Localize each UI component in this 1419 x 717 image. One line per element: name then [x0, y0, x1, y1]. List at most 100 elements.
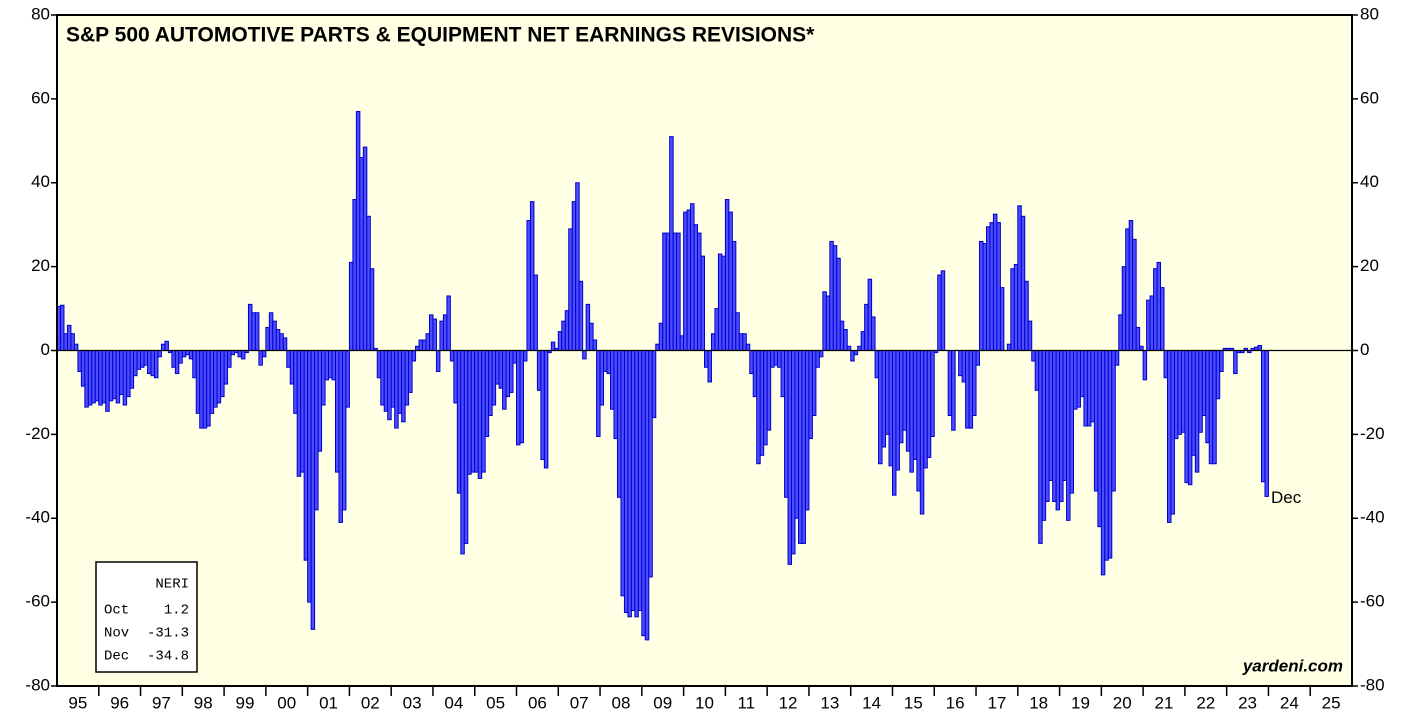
summary-month: Nov — [104, 626, 129, 642]
bar — [717, 253, 723, 351]
bar — [679, 335, 685, 351]
bar — [404, 350, 410, 406]
x-tick-label: 23 — [1238, 693, 1257, 712]
bar — [815, 350, 820, 368]
bar — [839, 320, 845, 351]
bar — [115, 350, 121, 404]
bar — [662, 232, 667, 351]
bar — [307, 350, 312, 603]
bar — [435, 350, 441, 372]
x-tick-label: 99 — [236, 693, 255, 712]
bar — [160, 343, 166, 352]
bar — [728, 211, 733, 351]
bar — [446, 295, 451, 352]
bar — [261, 350, 267, 358]
bar — [1198, 350, 1203, 433]
y2-tick-label: 0 — [1360, 340, 1369, 359]
bar — [693, 224, 699, 351]
bar — [759, 350, 765, 456]
x-tick-label: 00 — [277, 693, 296, 712]
bar — [766, 350, 772, 431]
x-tick-label: 21 — [1155, 693, 1174, 712]
bar — [992, 213, 998, 351]
bar — [1086, 350, 1092, 427]
bar — [909, 350, 914, 473]
bar — [66, 324, 72, 351]
bar — [91, 350, 96, 404]
bar — [961, 350, 967, 383]
y2-tick-label: -80 — [1360, 675, 1385, 694]
x-tick-label: 10 — [695, 693, 714, 712]
bar — [1083, 350, 1088, 427]
bar — [522, 350, 528, 362]
bar — [119, 350, 124, 396]
bar — [985, 226, 991, 351]
x-tick-label: 17 — [987, 693, 1006, 712]
bar — [126, 350, 131, 398]
bar — [495, 350, 500, 385]
bar — [585, 303, 591, 351]
bar — [749, 350, 754, 375]
bar — [822, 291, 827, 352]
bar — [181, 350, 187, 358]
bar — [112, 350, 117, 400]
bar — [853, 350, 859, 356]
bar — [1212, 350, 1217, 465]
bar — [599, 350, 605, 406]
x-tick-label: 11 — [737, 693, 755, 712]
bar — [188, 350, 194, 360]
bar — [829, 240, 834, 351]
bar — [738, 333, 744, 352]
bar — [366, 215, 371, 351]
y-tick-label: 0 — [41, 340, 50, 359]
bar — [564, 310, 570, 351]
x-tick-label: 24 — [1280, 693, 1299, 712]
bar — [923, 350, 928, 469]
bar — [512, 350, 518, 364]
bar — [428, 314, 434, 351]
bar — [1257, 344, 1262, 351]
bar — [1184, 350, 1189, 484]
bar — [898, 350, 904, 444]
bar — [105, 350, 110, 412]
bar — [94, 350, 100, 402]
bar — [731, 240, 737, 351]
bar — [916, 350, 921, 492]
bar — [1194, 350, 1200, 473]
y-tick-label: 60 — [31, 88, 50, 107]
bar — [825, 295, 831, 352]
bar — [891, 350, 897, 496]
bar — [578, 280, 584, 352]
x-tick-label: 16 — [946, 693, 965, 712]
bar — [87, 350, 93, 406]
y2-tick-label: -20 — [1360, 424, 1385, 443]
bar — [1180, 350, 1186, 433]
bar — [1260, 350, 1266, 483]
bar — [59, 304, 65, 351]
bar — [575, 182, 580, 351]
x-tick-label: 02 — [361, 693, 380, 712]
summary-box — [95, 561, 198, 673]
bar — [724, 199, 730, 351]
bar — [1111, 350, 1116, 492]
bar — [401, 350, 406, 423]
y2-tick-label: -40 — [1360, 508, 1385, 527]
bar — [1017, 205, 1022, 351]
bar — [505, 350, 511, 398]
bar — [418, 339, 424, 351]
bar — [491, 350, 497, 406]
bar — [415, 345, 420, 351]
bar — [268, 312, 274, 352]
bar — [328, 350, 333, 379]
bar — [321, 350, 326, 406]
bar — [1205, 350, 1210, 444]
bar — [449, 350, 455, 362]
bar — [237, 350, 243, 358]
bar — [972, 350, 977, 417]
bar — [247, 303, 253, 351]
y2-tick-label: 20 — [1360, 256, 1379, 275]
bar — [275, 329, 281, 351]
bar — [975, 350, 981, 366]
bar — [1093, 350, 1099, 492]
bar — [683, 211, 688, 351]
